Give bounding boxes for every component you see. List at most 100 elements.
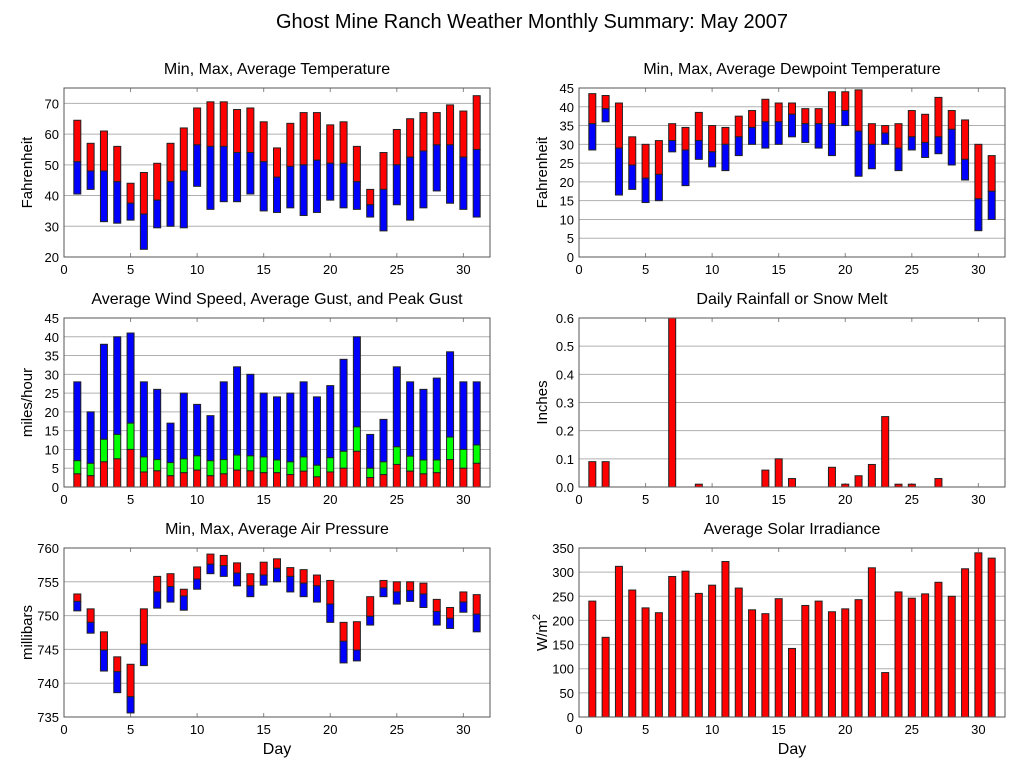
y-tick-label: 0.2	[556, 424, 574, 439]
bar-max-to-avg	[681, 126, 690, 151]
bar-max-to-avg	[472, 95, 481, 150]
bar-avg-to-min	[113, 181, 122, 224]
y-tick-label: 250	[552, 589, 574, 604]
bar-max-to-avg	[179, 127, 188, 172]
bar-avg-gust	[299, 456, 308, 472]
y-tick-label: 30	[45, 367, 59, 382]
bar-max-to-avg	[219, 101, 228, 147]
bar-avg-to-min	[761, 121, 770, 149]
bar-avg-to-min	[113, 671, 122, 694]
y-axis-label-text: Fahrenheit	[534, 136, 551, 209]
bar-max-to-avg	[432, 112, 441, 146]
bar-avg-to-min	[748, 126, 757, 145]
bar-avg-gust	[139, 456, 148, 473]
bar-max-to-avg	[961, 119, 970, 160]
bar-value	[708, 584, 717, 718]
bar-avg-to-min	[788, 113, 796, 138]
chart-panel: 0 5 10 15 20 25 30 35 40 45 0 5 10 15 20 25 30 Average Wi…	[19, 291, 491, 507]
y-tick-label: 100	[552, 662, 574, 677]
bar-value	[774, 598, 783, 718]
bar-max-to-avg	[921, 113, 930, 143]
bar-max-to-avg	[406, 118, 415, 158]
x-tick-label: 10	[705, 722, 719, 737]
bar-max-to-avg	[193, 107, 202, 146]
x-tick-label: 30	[971, 492, 985, 507]
bar-avg-speed	[459, 467, 468, 488]
bar-max-to-avg	[73, 119, 82, 163]
bar-value	[854, 475, 863, 488]
x-tick-label: 25	[905, 722, 919, 737]
bar-avg-to-min	[273, 567, 281, 583]
bar-value	[748, 609, 757, 718]
chart-panel: 0.0 0.1 0.2 0.3 0.4 0.5 0.6 0 5 10 15 20 25 30 Daily R…	[534, 291, 1006, 507]
bar-peak-gust	[86, 411, 95, 464]
bar-max-to-avg	[219, 554, 228, 567]
chart-title: Min, Max, Average Temperature	[164, 61, 390, 78]
chart-title: Average Solar Irradiance	[704, 521, 881, 538]
bar-max-to-avg	[392, 581, 401, 593]
y-tick-label: 40	[45, 330, 59, 345]
bar-peak-gust	[153, 388, 162, 461]
bar-avg-to-min	[259, 161, 268, 212]
bar-avg-speed	[352, 450, 361, 488]
y-tick-label: 0.6	[556, 311, 574, 326]
x-tick-label: 20	[838, 722, 852, 737]
bar-max-to-avg	[472, 594, 481, 615]
bar-max-to-avg	[459, 110, 468, 158]
bar-max-to-avg	[339, 121, 348, 164]
plot-frame	[578, 87, 1006, 258]
x-tick-label: 30	[456, 722, 470, 737]
bar-value	[588, 461, 597, 488]
bar-avg-to-min	[406, 156, 415, 221]
bar-peak-gust	[432, 377, 441, 461]
bar-peak-gust	[193, 403, 202, 457]
bar-max-to-avg	[947, 110, 956, 130]
bar-value	[654, 612, 663, 718]
bar-value	[814, 600, 823, 718]
bar-avg-to-min	[641, 177, 650, 204]
bar-max-to-avg	[286, 567, 295, 577]
bar-max-to-avg	[854, 89, 863, 132]
bar-avg-to-min	[472, 613, 481, 633]
bar-avg-to-min	[339, 640, 348, 664]
y-tick-label: 20	[45, 405, 59, 420]
bar-avg-speed	[419, 473, 428, 488]
y-tick-label: 35	[45, 349, 59, 364]
bar-value	[881, 672, 890, 718]
bar-avg-gust	[99, 438, 108, 463]
x-tick-label: 10	[190, 492, 204, 507]
bar-peak-gust	[419, 388, 428, 461]
bar-value	[867, 567, 876, 718]
x-tick-label: 25	[905, 262, 919, 277]
bar-avg-speed	[312, 476, 321, 488]
bar-avg-speed	[299, 470, 308, 488]
bar-max-to-avg	[86, 608, 95, 623]
bar-avg-to-min	[432, 144, 441, 192]
bar-avg-to-min	[366, 204, 375, 218]
bar-value	[987, 557, 996, 718]
bar-value	[788, 478, 796, 488]
bar-max-to-avg	[206, 101, 215, 147]
y-tick-label: 10	[45, 442, 59, 457]
bar-avg-to-min	[459, 156, 468, 210]
bar-avg-to-min	[419, 593, 428, 608]
bar-max-to-avg	[179, 588, 188, 597]
y-tick-label: 0	[52, 480, 59, 495]
y-tick-label: 200	[552, 613, 574, 628]
bar-avg-gust	[446, 436, 455, 461]
bar-avg-to-min	[961, 158, 970, 181]
bar-avg-speed	[166, 475, 175, 488]
bar-avg-speed	[99, 461, 108, 488]
bar-avg-to-min	[286, 575, 295, 593]
bar-avg-speed	[273, 472, 281, 488]
bar-max-to-avg	[827, 91, 836, 125]
bar-avg-gust	[312, 464, 321, 478]
bar-value	[681, 570, 690, 718]
bar-avg-to-min	[894, 147, 903, 172]
bar-avg-to-min	[774, 121, 783, 145]
y-tick-label: 35	[560, 119, 574, 134]
bar-avg-speed	[193, 469, 202, 488]
bar-value	[974, 552, 983, 718]
bar-max-to-avg	[721, 126, 730, 145]
x-tick-label: 30	[971, 262, 985, 277]
